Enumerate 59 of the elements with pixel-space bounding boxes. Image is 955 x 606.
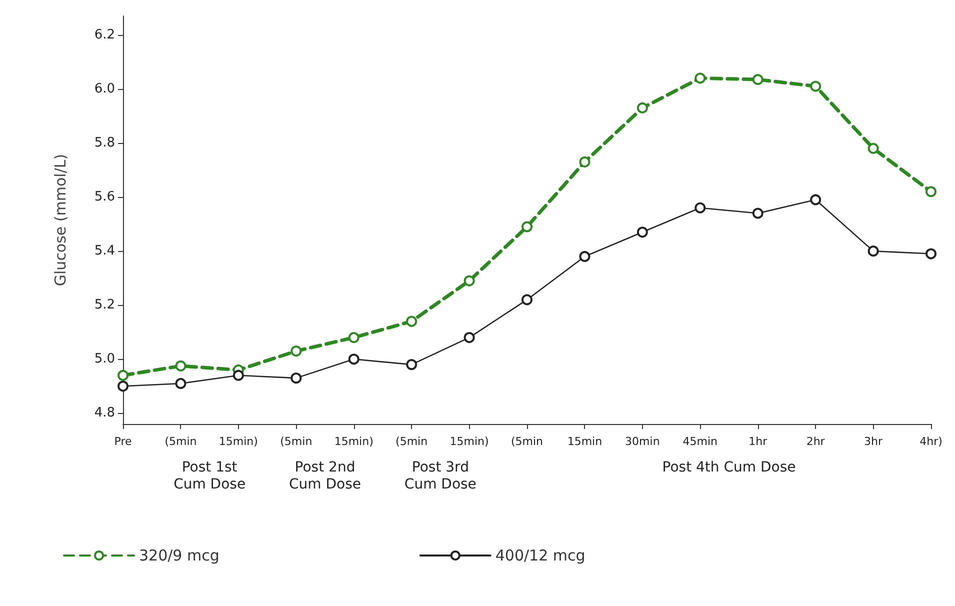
y-axis-title: Glucose (mmol/L) (52, 154, 70, 286)
point (752, 74, 764, 85)
point (522, 221, 532, 232)
x-tick-label: 2hr (806, 435, 826, 448)
point (636, 102, 648, 114)
y-tick-label: 5.2 (94, 298, 115, 313)
point (636, 226, 648, 238)
x-tick-label: 4hr) (920, 435, 942, 448)
x-tick-label: 15min (567, 435, 602, 448)
x-tick-label: 15min) (218, 435, 258, 448)
point (579, 250, 590, 262)
x-tick-label: (5min (280, 435, 312, 448)
point (752, 208, 764, 219)
point (579, 156, 590, 168)
point (694, 72, 706, 84)
point (406, 359, 418, 370)
point (118, 370, 128, 381)
text: Post 3rd Cum Dose (404, 460, 476, 492)
x-tick-label: 3hr (864, 435, 884, 448)
y-tick-label: 5.4 (94, 244, 115, 259)
x-tick-label: (5min (396, 435, 428, 448)
legend-label: 400/12 mcg (495, 546, 586, 564)
text: Post 1st Cum Dose (174, 460, 246, 492)
x-tick-label: (5min (164, 435, 197, 448)
legend-label: 320/9 mcg (139, 546, 220, 564)
point (694, 202, 706, 214)
point (232, 370, 244, 381)
point (464, 332, 475, 344)
text: Post 2nd Cum Dose (289, 460, 361, 492)
y-tick-label: 5.0 (94, 352, 115, 367)
text: Post 4th Cum Dose (662, 460, 796, 476)
point (348, 354, 360, 365)
point (926, 186, 936, 198)
point (348, 332, 360, 344)
y-tick-label: 6.2 (94, 27, 115, 42)
x-tick-label: 1hr (748, 435, 768, 448)
point (118, 380, 128, 392)
point (522, 294, 532, 306)
x-tick-label: 15min) (450, 435, 489, 448)
point (175, 378, 186, 389)
point (290, 346, 302, 357)
x-tick-label: 15min) (334, 435, 374, 448)
x-tick-label: Pre (114, 435, 132, 448)
y-tick-label: 4.8 (94, 406, 115, 421)
x-tick-label: 30min (625, 435, 660, 448)
point (868, 142, 879, 154)
x-tick-label: 45min (682, 435, 718, 448)
point (464, 275, 475, 286)
x-tick-label: (5min (510, 435, 544, 448)
point (810, 194, 822, 206)
y-tick-label: 6.0 (94, 81, 115, 96)
point (406, 316, 418, 327)
point (290, 372, 302, 384)
point (926, 248, 936, 260)
point (810, 80, 822, 92)
point (868, 246, 879, 257)
y-tick-label: 5.6 (94, 190, 115, 205)
point (175, 360, 186, 372)
y-tick-label: 5.8 (94, 135, 115, 150)
